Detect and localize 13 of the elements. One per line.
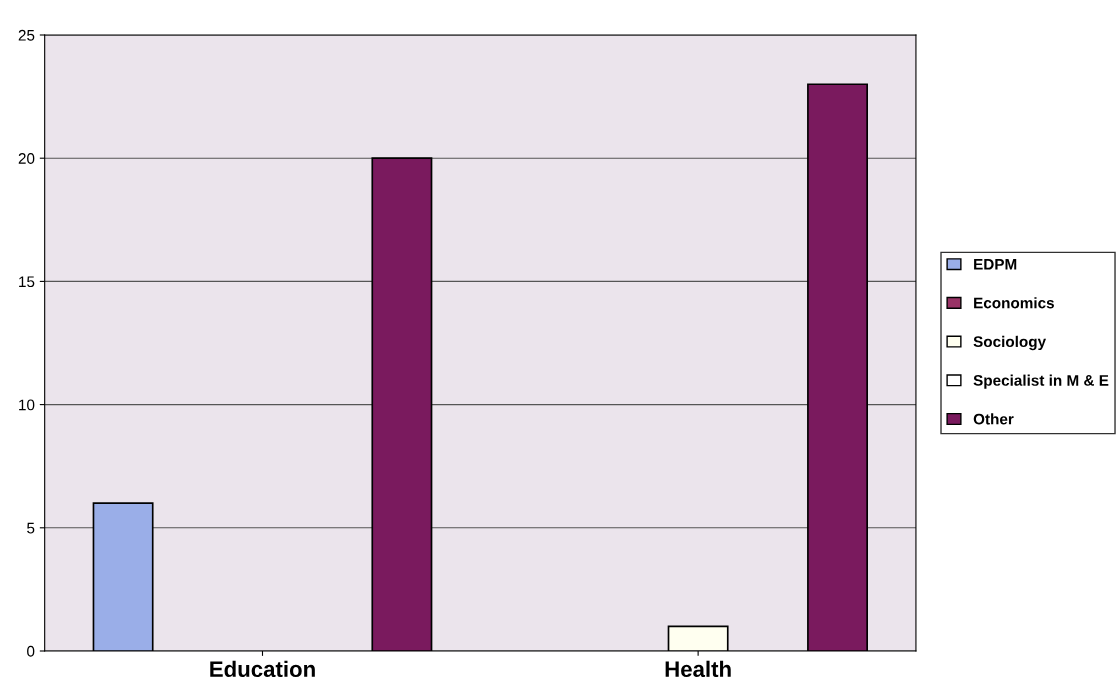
y-tick-label: 0: [27, 645, 35, 657]
x-tick-label: Education: [210, 660, 315, 678]
legend-label: Economics: [974, 297, 1054, 309]
x-tick-label: Health: [665, 660, 731, 678]
legend-label: Sociology: [973, 335, 1047, 351]
y-tick-label: 10: [19, 399, 35, 411]
y-tick-label: 25: [18, 29, 35, 41]
y-tick-label: 20: [18, 153, 35, 164]
legend-label: Other: [973, 413, 1014, 425]
legend-label: EDPM: [974, 259, 1017, 270]
y-tick-label: 15: [19, 276, 35, 288]
y-tick-label: 5: [27, 522, 35, 534]
legend-label: Specialist in M & E: [973, 374, 1109, 389]
